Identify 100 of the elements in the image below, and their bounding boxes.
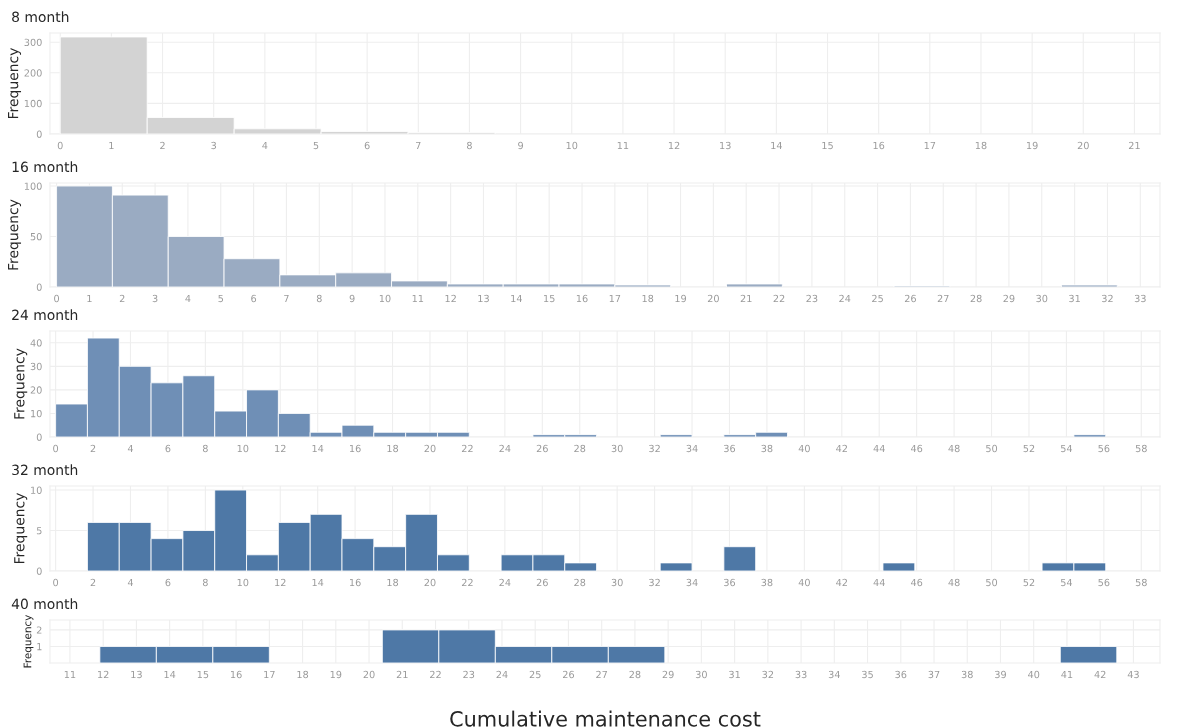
x-tick-label: 22 [430,670,441,679]
x-tick-label: 12 [275,578,286,587]
x-tick-label: 31 [1069,294,1080,303]
x-tick-label: 32 [1102,294,1113,303]
x-tick-label: 21 [740,294,752,303]
x-tick-label: 31 [729,670,740,679]
x-tick-label: 17 [264,670,275,679]
x-tick-label: 24 [496,670,508,679]
x-tick-label: 4 [127,444,134,453]
x-tick-label: 27 [596,670,608,679]
y-tick-label: 1 [37,643,42,651]
y-tick-label: 100 [24,182,42,190]
x-tick-label: 40 [1028,670,1040,679]
x-tick-label: 28 [574,578,586,587]
x-tick-label: 14 [771,141,782,150]
x-tick-label: 30 [1036,294,1048,303]
x-tick-label: 6 [251,294,257,303]
x-tick-label: 56 [1098,444,1110,453]
y-tick-label: 0 [36,567,42,575]
x-tick-label: 44 [873,444,885,453]
y-tick-label: 0 [36,130,42,138]
x-tick-label: 26 [904,294,916,303]
x-tick-label: 30 [611,444,623,453]
x-tick-label: 11 [412,294,424,303]
x-tick-label: 25 [872,294,883,303]
chart-title: 32 month [12,464,78,476]
x-tick-label: 8 [202,578,208,587]
x-tick-label: 8 [467,141,472,150]
x-tick-label: 0 [53,578,59,587]
x-tick-label: 58 [1135,444,1147,453]
chart-title: 16 month [12,161,78,173]
x-tick-label: 18 [297,670,309,679]
x-tick-label: 4 [185,294,191,303]
x-tick-label: 48 [948,444,960,453]
x-tick-label: 16 [230,670,242,679]
x-tick-label: 6 [165,444,171,453]
x-tick-label: 14 [312,444,324,453]
x-tick-label: 14 [164,670,176,679]
y-tick-label: 5 [36,527,42,535]
x-tick-label: 4 [262,141,268,150]
x-tick-label: 32 [649,578,660,587]
x-tick-label: 48 [948,578,960,587]
x-tick-label: 7 [284,294,289,303]
x-tick-label: 33 [795,670,807,679]
x-tick-label: 44 [873,578,885,587]
x-tick-label: 29 [662,670,674,679]
x-tick-label: 26 [536,444,548,453]
x-tick-label: 20 [363,670,375,679]
x-tick-label: 34 [686,578,698,587]
y-axis-title: Frequency [8,48,22,119]
x-tick-label: 40 [798,444,810,453]
x-tick-label: 11 [64,670,76,679]
x-tick-label: 24 [839,294,851,303]
y-axis-title: Frequency [23,614,34,668]
x-tick-label: 21 [396,670,408,679]
x-tick-label: 23 [806,294,818,303]
x-tick-label: 58 [1135,578,1147,587]
x-tick-label: 15 [197,670,209,679]
x-tick-label: 20 [424,578,436,587]
x-tick-label: 10 [566,141,578,150]
x-tick-label: 38 [961,670,973,679]
x-tick-label: 15 [544,294,555,303]
x-tick-label: 35 [862,670,873,679]
y-tick-label: 300 [24,38,42,47]
x-tick-label: 11 [617,141,629,150]
x-tick-label: 21 [1128,141,1140,150]
y-tick-label: 10 [31,486,42,494]
x-tick-label: 38 [761,578,773,587]
x-tick-label: 24 [499,578,511,587]
y-tick-label: 200 [24,69,42,77]
x-tick-label: 16 [873,141,885,150]
x-tick-label: 36 [895,670,907,679]
x-tick-label: 3 [152,294,158,303]
x-tick-label: 26 [562,670,575,679]
x-tick-label: 5 [218,294,224,303]
x-tick-label: 23 [463,670,475,679]
x-tick-label: 16 [576,294,588,303]
x-tick-label: 1 [109,141,114,150]
x-tick-label: 8 [202,444,208,453]
x-tick-label: 2 [119,294,125,303]
x-tick-label: 36 [724,578,736,587]
x-tick-label: 19 [330,670,342,679]
x-tick-label: 25 [529,670,541,679]
y-tick-label: 30 [30,362,42,371]
y-tick-label: 40 [30,339,42,347]
x-tick-label: 18 [387,444,399,453]
x-tick-label: 32 [762,670,774,679]
x-tick-label: 37 [928,670,940,679]
x-tick-label: 20 [424,444,436,453]
x-tick-label: 40 [798,578,810,587]
x-tick-label: 42 [836,444,847,453]
x-tick-label: 50 [986,578,998,587]
x-tick-label: 6 [364,141,370,150]
x-tick-label: 20 [1077,141,1089,150]
y-tick-label: 0 [36,433,42,441]
x-tick-label: 2 [90,444,96,453]
chart-title: 8 month [12,11,69,23]
x-tick-label: 0 [54,294,60,303]
x-tick-label: 10 [237,578,249,587]
y-tick-label: 50 [30,232,42,241]
